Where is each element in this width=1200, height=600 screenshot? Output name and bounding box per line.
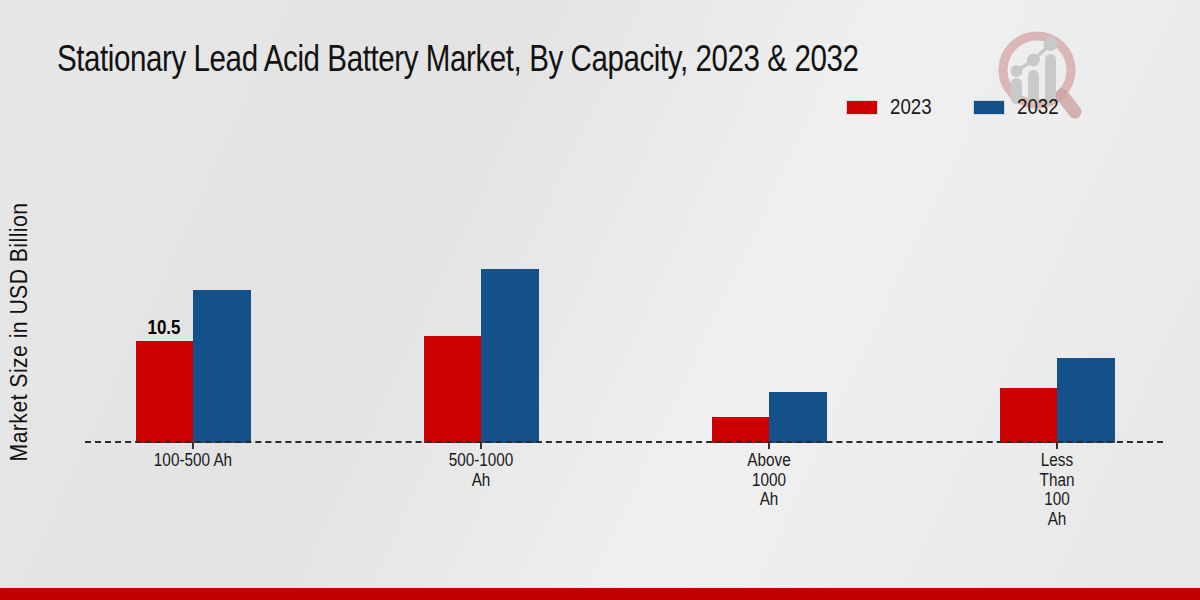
axis-tick bbox=[192, 443, 194, 449]
legend: 2023 2032 bbox=[846, 94, 1066, 120]
chart-plot-area: 100-500 Ah 500-1000Ah Above1000Ah LessThan1… bbox=[0, 0, 1200, 600]
footer-accent-bar bbox=[0, 588, 1200, 600]
axis-tick bbox=[1056, 443, 1058, 449]
legend-label-2032: 2032 bbox=[1017, 94, 1059, 120]
bar-2032-2 bbox=[481, 269, 539, 443]
category-label: LessThan100Ah bbox=[998, 451, 1117, 529]
x-axis-baseline bbox=[85, 441, 1163, 443]
page-background: { "header": { "title": "Stationary Lead … bbox=[0, 0, 1200, 600]
bar-2023-4 bbox=[1000, 388, 1058, 443]
category-label: Above1000Ah bbox=[710, 451, 829, 510]
legend-item-2032: 2032 bbox=[973, 94, 1066, 120]
legend-swatch-2023 bbox=[846, 100, 878, 115]
bar-2023-1 bbox=[136, 341, 194, 443]
category-label: 100-500 Ah bbox=[134, 451, 253, 471]
legend-swatch-2032 bbox=[973, 100, 1005, 115]
y-axis-label: Market Size in USD Billion bbox=[6, 166, 34, 497]
legend-label-2023: 2023 bbox=[890, 94, 932, 120]
category-label: 500-1000Ah bbox=[422, 451, 541, 490]
axis-tick bbox=[768, 443, 770, 449]
bar-2032-4 bbox=[1057, 358, 1115, 443]
bar-2023-3 bbox=[712, 417, 770, 443]
legend-item-2023: 2023 bbox=[846, 94, 939, 120]
chart-title: Stationary Lead Acid Battery Market, By … bbox=[57, 40, 858, 78]
axis-tick bbox=[480, 443, 482, 449]
bar-2023-2 bbox=[424, 336, 482, 443]
bar-value-label: 10.5 bbox=[130, 316, 198, 339]
bar-2032-3 bbox=[769, 392, 827, 443]
bar-2032-1 bbox=[193, 290, 251, 443]
